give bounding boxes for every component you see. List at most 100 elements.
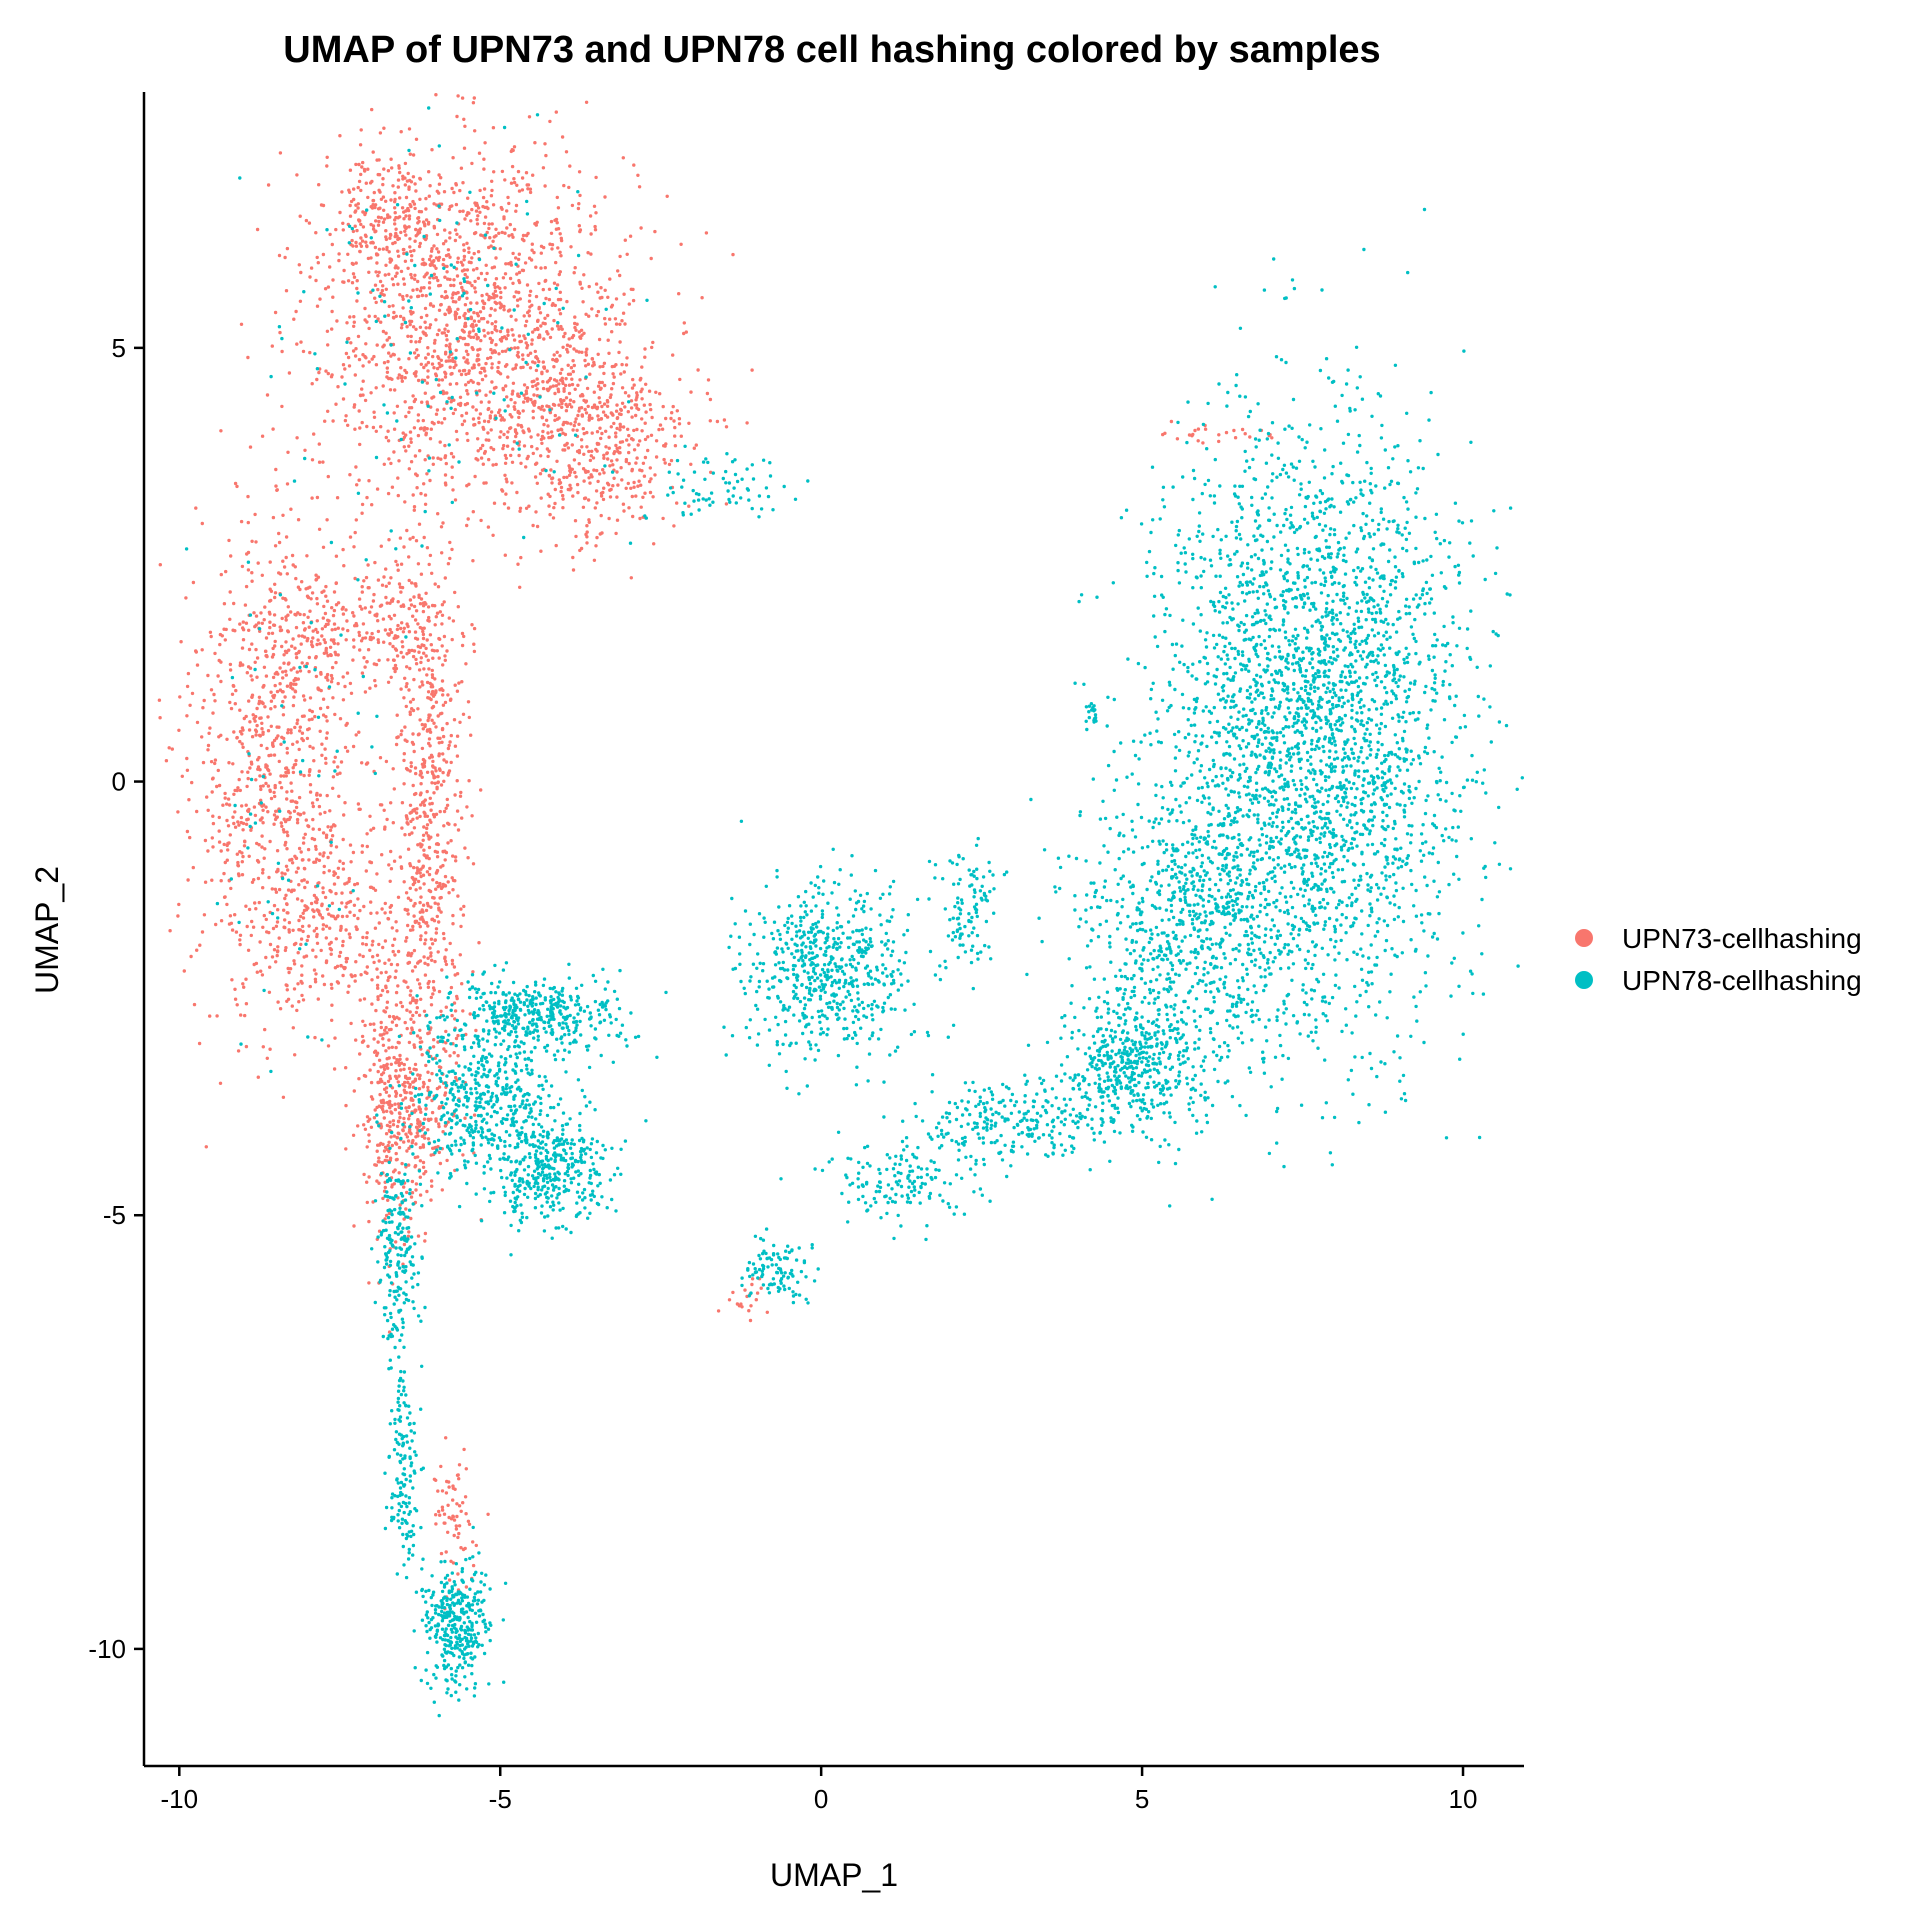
scatter-point [426, 346, 430, 350]
scatter-point [275, 849, 280, 853]
scatter-point [247, 628, 251, 632]
scatter-point [275, 950, 280, 954]
scatter-point [329, 851, 333, 855]
scatter-point [402, 752, 406, 756]
scatter-point [457, 681, 461, 685]
scatter-point [351, 229, 356, 234]
scatter-point [427, 979, 431, 984]
scatter-point [354, 621, 358, 626]
scatter-point [427, 286, 432, 290]
scatter-point [455, 734, 460, 738]
scatter-point [391, 184, 395, 188]
scatter-point [365, 931, 369, 935]
scatter-point [296, 677, 300, 681]
scatter-point [305, 938, 309, 943]
scatter-point [389, 1062, 393, 1067]
scatter-point [492, 386, 497, 390]
scatter-point [386, 1198, 390, 1203]
scatter-point [351, 262, 355, 266]
scatter-point [543, 184, 547, 188]
scatter-point [413, 239, 417, 243]
scatter-point [167, 746, 171, 750]
scatter-point [391, 304, 395, 308]
scatter-point [458, 953, 462, 957]
scatter-point [255, 706, 259, 711]
scatter-point [247, 854, 251, 858]
scatter-point [545, 404, 549, 408]
scatter-point [346, 279, 351, 283]
scatter-point [677, 292, 681, 296]
scatter-point [462, 634, 466, 639]
scatter-point [422, 803, 427, 807]
scatter-point [437, 173, 441, 177]
scatter-point [433, 582, 437, 586]
scatter-point [540, 371, 544, 376]
scatter-point [441, 663, 445, 667]
scatter-point [435, 855, 440, 859]
scatter-point [254, 623, 258, 627]
scatter-point [223, 895, 227, 899]
scatter-point [407, 1066, 412, 1071]
scatter-point [400, 640, 404, 644]
scatter-point [363, 606, 367, 610]
scatter-point [496, 365, 500, 370]
scatter-point [315, 495, 320, 500]
scatter-point [264, 781, 268, 786]
scatter-point [323, 611, 328, 616]
scatter-point [386, 313, 391, 317]
scatter-point [543, 142, 547, 146]
scatter-point [582, 331, 586, 335]
scatter-point [378, 279, 383, 284]
scatter-point [476, 449, 480, 453]
scatter-point [371, 939, 375, 943]
scatter-point [485, 205, 489, 209]
scatter-point [1323, 1058, 1327, 1062]
scatter-point [286, 613, 290, 617]
scatter-point [582, 452, 586, 456]
scatter-point [359, 172, 363, 177]
scatter-point [599, 494, 604, 498]
scatter-point [465, 275, 469, 279]
scatter-point [484, 374, 488, 378]
scatter-point [529, 435, 533, 439]
scatter-point [514, 256, 518, 260]
scatter-point [306, 615, 310, 619]
scatter-point [335, 772, 340, 776]
scatter-point [1415, 1019, 1419, 1023]
scatter-point [458, 281, 463, 285]
scatter-point [301, 841, 306, 845]
scatter-point [407, 606, 411, 611]
scatter-point [604, 429, 608, 433]
scatter-point [387, 457, 391, 461]
scatter-point [470, 366, 475, 370]
scatter-point [277, 571, 281, 575]
scatter-point [1196, 439, 1200, 443]
scatter-point [587, 418, 591, 422]
scatter-point [290, 861, 295, 865]
scatter-point [1203, 960, 1207, 964]
scatter-point [283, 649, 288, 653]
scatter-point [259, 818, 263, 822]
scatter-point [263, 1027, 267, 1032]
scatter-point [416, 733, 421, 737]
scatter-point [415, 816, 419, 820]
scatter-point [534, 294, 539, 299]
scatter-point [346, 628, 350, 633]
scatter-point [289, 728, 293, 732]
scatter-point [1411, 597, 1416, 601]
scatter-point [483, 277, 488, 282]
scatter-point [564, 377, 568, 381]
scatter-point [503, 178, 507, 182]
scatter-point [490, 188, 494, 193]
scatter-point [295, 800, 299, 805]
scatter-point [411, 535, 415, 540]
scatter-point [553, 303, 557, 308]
scatter-point [458, 295, 462, 300]
scatter-point [510, 328, 514, 332]
scatter-point [430, 668, 434, 673]
scatter-point [423, 1239, 427, 1243]
scatter-point [1201, 441, 1205, 445]
scatter-point [514, 363, 518, 367]
scatter-point [477, 363, 481, 367]
scatter-point [653, 229, 657, 234]
